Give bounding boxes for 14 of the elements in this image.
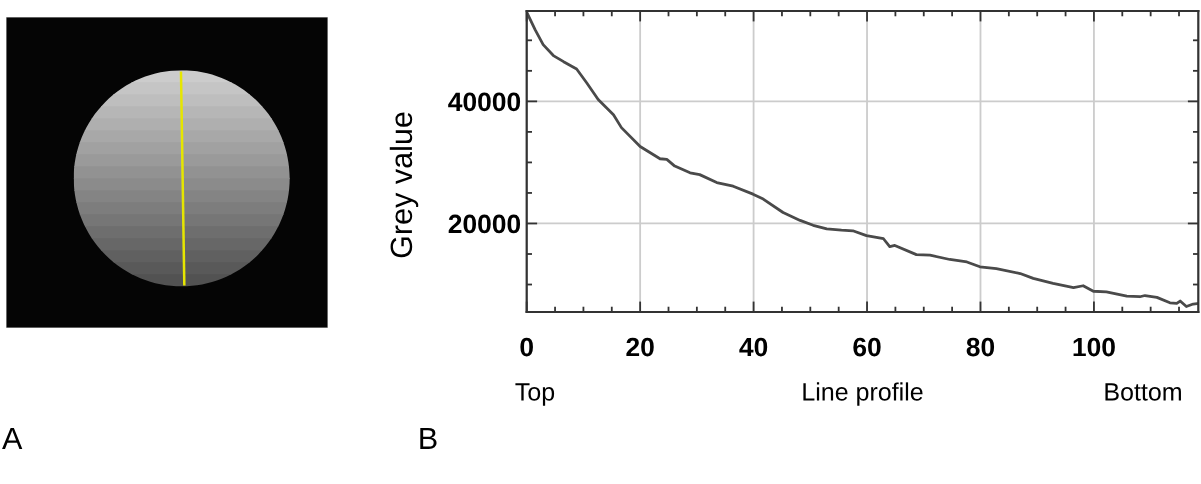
x-tick-label: 0 bbox=[520, 337, 533, 357]
x-tick-label: 80 bbox=[966, 337, 995, 357]
text: Bottom bbox=[1105, 383, 1181, 401]
text: B bbox=[420, 427, 437, 449]
y-axis-title: Grey value bbox=[389, 112, 419, 258]
y-tick-label: 40000 bbox=[448, 92, 521, 112]
x-tick-label: 100 bbox=[1073, 337, 1115, 357]
x-tick-label: 60 bbox=[853, 337, 881, 357]
x-tick-label: 40 bbox=[739, 337, 768, 357]
text: A bbox=[2, 427, 23, 449]
x-axis-title: Line profile bbox=[803, 382, 923, 406]
text: Top bbox=[515, 383, 555, 406]
x-tick-label: 20 bbox=[626, 337, 654, 357]
y-tick-label: 20000 bbox=[448, 214, 521, 234]
